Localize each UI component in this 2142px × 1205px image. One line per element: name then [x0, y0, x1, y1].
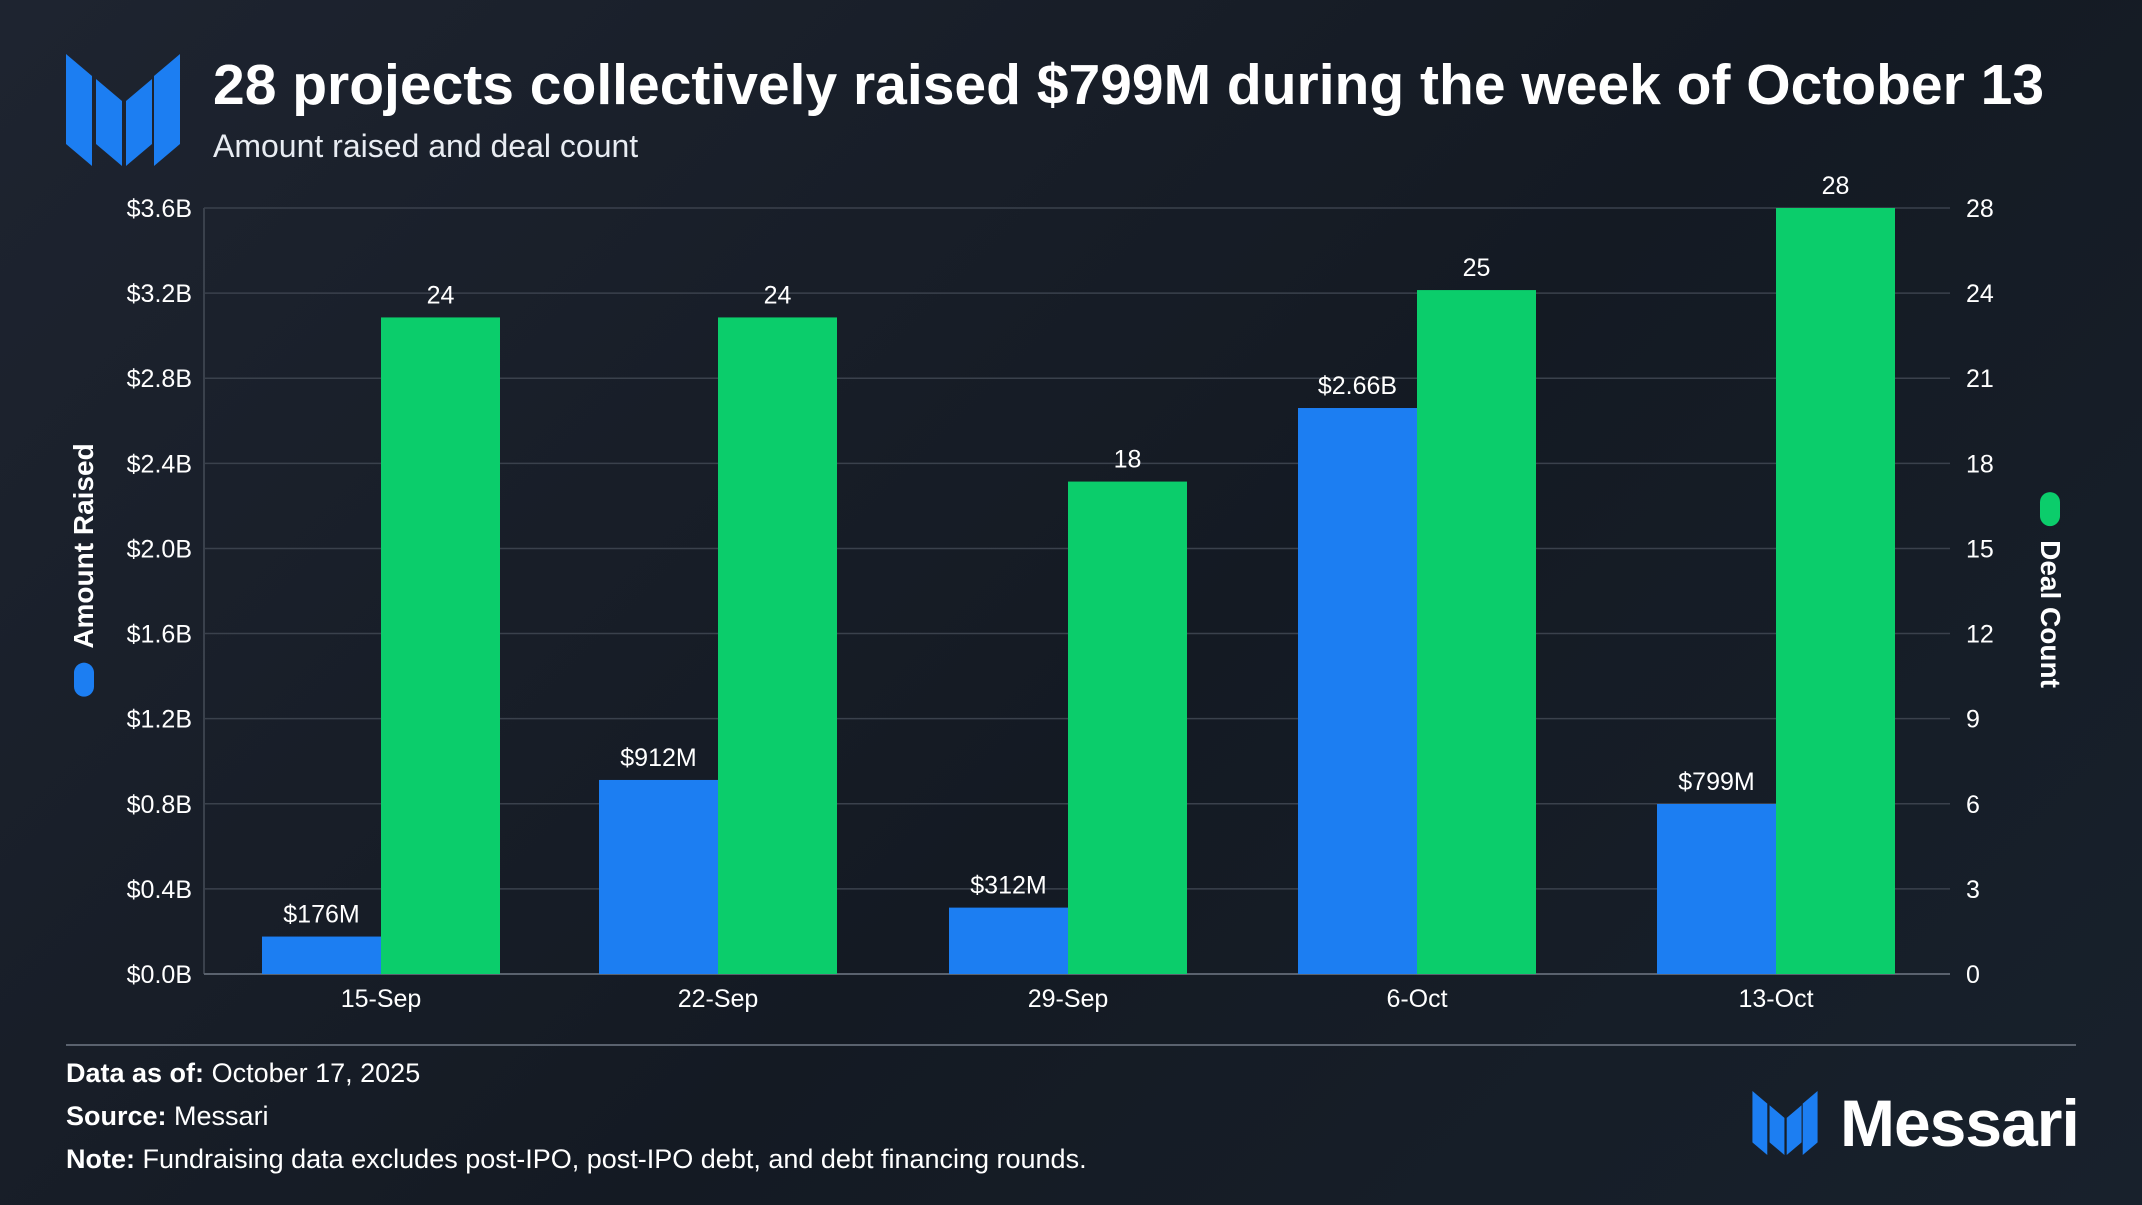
messari-brand-icon: [1752, 1091, 1818, 1155]
brand-logo: Messari: [1752, 1085, 2080, 1161]
x-tick-label: 22-Sep: [678, 985, 759, 1013]
right-tick-label: 0: [1966, 961, 1980, 989]
deals-data-label: 25: [1463, 254, 1491, 282]
brand-name: Messari: [1840, 1086, 2080, 1160]
footer-divider: [66, 1044, 2076, 1046]
right-tick-label: 6: [1966, 791, 1980, 819]
amount-bar: [599, 779, 718, 974]
deals-data-label: 18: [1114, 446, 1142, 474]
chart-subtitle: Amount raised and deal count: [213, 128, 639, 164]
amount-data-label: $799M: [1678, 768, 1754, 796]
deals-data-label: 28: [1822, 172, 1850, 200]
deals-bar: [718, 317, 837, 974]
amount-data-label: $312M: [970, 872, 1046, 900]
left-tick-label: $1.6B: [127, 621, 192, 649]
deals-data-label: 24: [764, 281, 792, 309]
right-tick-label: 18: [1966, 450, 1994, 478]
messari-logo-icon: [66, 54, 180, 166]
right-tick-label: 15: [1966, 535, 1994, 563]
deals-bar: [1417, 290, 1536, 975]
right-tick-label: 3: [1966, 876, 1980, 904]
amount-data-label: $912M: [620, 744, 696, 772]
amount-bar: [262, 936, 381, 974]
amount-data-label: $176M: [283, 901, 359, 929]
deals-data-label: 24: [427, 281, 455, 309]
right-tick-label: 9: [1966, 706, 1980, 734]
amount-bar: [949, 907, 1068, 974]
left-tick-label: $0.0B: [127, 961, 192, 989]
amount-bar: [1657, 803, 1776, 974]
left-tick-label: $3.6B: [127, 195, 192, 223]
left-tick-label: $3.2B: [127, 280, 192, 308]
left-tick-label: $1.2B: [127, 706, 192, 734]
amount-data-label: $2.66B: [1318, 372, 1397, 400]
left-tick-label: $2.0B: [127, 535, 192, 563]
x-tick-label: 6-Oct: [1386, 985, 1447, 1013]
left-tick-label: $0.4B: [127, 876, 192, 904]
x-tick-label: 15-Sep: [341, 985, 422, 1013]
deals-bar: [1068, 481, 1187, 974]
right-tick-label: 21: [1966, 365, 1994, 393]
right-tick-label: 12: [1966, 621, 1994, 649]
footer-source: Source: Messari: [66, 1101, 269, 1131]
footer-note: Note: Fundraising data excludes post-IPO…: [66, 1144, 1087, 1174]
right-tick-label: 28: [1966, 195, 1994, 223]
right-tick-label: 24: [1966, 280, 1994, 308]
left-tick-label: $2.8B: [127, 365, 192, 393]
x-tick-label: 29-Sep: [1028, 985, 1109, 1013]
deals-bar: [381, 317, 500, 974]
amount-bar: [1298, 408, 1417, 974]
x-tick-label: 13-Oct: [1738, 985, 1813, 1013]
chart-title: 28 projects collectively raised $799M du…: [213, 53, 2045, 117]
left-tick-label: $2.4B: [127, 450, 192, 478]
left-tick-label: $0.8B: [127, 791, 192, 819]
deals-bar: [1776, 208, 1895, 974]
footer-data-as-of: Data as of: October 17, 2025: [66, 1058, 421, 1088]
bar-chart: $0.0B 0 $0.4B 3 $0.8B 6 $1.2B 9 $1.6B 12 $2.0B 15 $2…: [127, 172, 1994, 1013]
